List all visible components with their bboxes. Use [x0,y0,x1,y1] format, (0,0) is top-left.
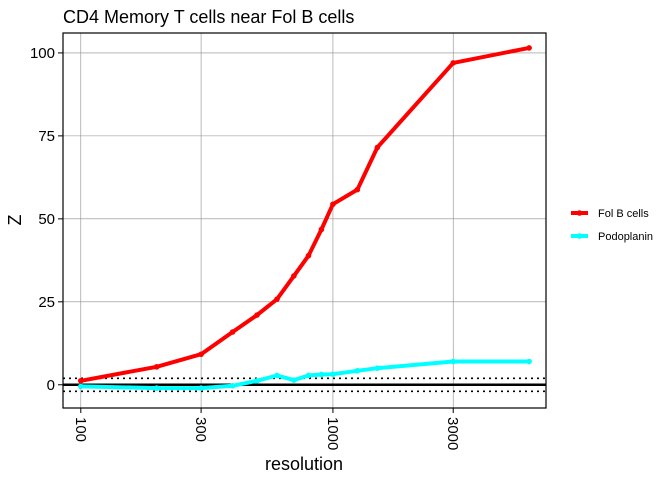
x-tick-label: 300 [192,417,209,442]
y-tick-label: 50 [38,211,55,228]
data-point-fol-b-cells [330,201,336,208]
data-series [77,45,532,391]
data-point-podoplanin [153,385,160,391]
y-axis: 0 25 50 75 100 [30,45,63,394]
data-point-fol-b-cells [318,226,325,233]
legend: Fol B cells Podoplanin [571,208,653,243]
x-tick-label: 3000 [444,417,461,450]
data-point-fol-b-cells [374,144,381,151]
legend-label-podoplanin: Podoplanin [598,231,653,243]
data-point-fol-b-cells [526,45,532,51]
data-point-fol-b-cells [153,364,160,370]
data-point-podoplanin [330,371,336,377]
x-tick-label: 1000 [324,417,341,450]
y-tick-label: 100 [30,45,55,62]
series-line-podoplanin [78,359,532,391]
data-point-podoplanin [305,372,312,379]
x-axis-title: resolution [265,454,343,474]
data-point-podoplanin [374,365,381,371]
legend-key-point-podoplanin [576,233,583,239]
data-point-fol-b-cells [305,252,312,259]
grid-lines [63,33,546,408]
data-point-podoplanin [229,382,236,389]
data-point-podoplanin [274,372,280,379]
x-tick-label: 100 [72,417,89,442]
data-point-fol-b-cells [354,186,361,193]
data-point-podoplanin [291,377,297,383]
data-point-fol-b-cells [291,273,297,279]
data-point-podoplanin [354,368,361,374]
data-point-fol-b-cells [274,296,280,302]
plot-panel-border [62,32,547,409]
data-point-podoplanin [77,383,84,390]
series-line-fol-b-cells [78,45,532,383]
data-point-fol-b-cells [77,377,84,384]
chart-title: CD4 Memory T cells near Fol B cells [63,7,354,27]
data-point-podoplanin [526,358,532,365]
data-point-podoplanin [254,377,260,384]
legend-key-point-fol-b-cells [576,210,583,216]
x-axis: 100 300 1000 3000 [72,408,461,450]
legend-label-fol-b-cells: Fol B cells [598,208,649,220]
data-point-fol-b-cells [229,329,236,335]
y-axis-title: Z [5,215,25,226]
data-point-fol-b-cells [450,60,457,66]
data-point-fol-b-cells [254,312,260,318]
y-tick-label: 0 [47,377,55,394]
y-tick-label: 75 [38,128,55,145]
y-tick-label: 25 [38,294,55,311]
data-point-podoplanin [318,371,325,378]
data-point-podoplanin [198,385,204,391]
data-point-fol-b-cells [198,351,204,358]
data-point-podoplanin [450,358,457,365]
